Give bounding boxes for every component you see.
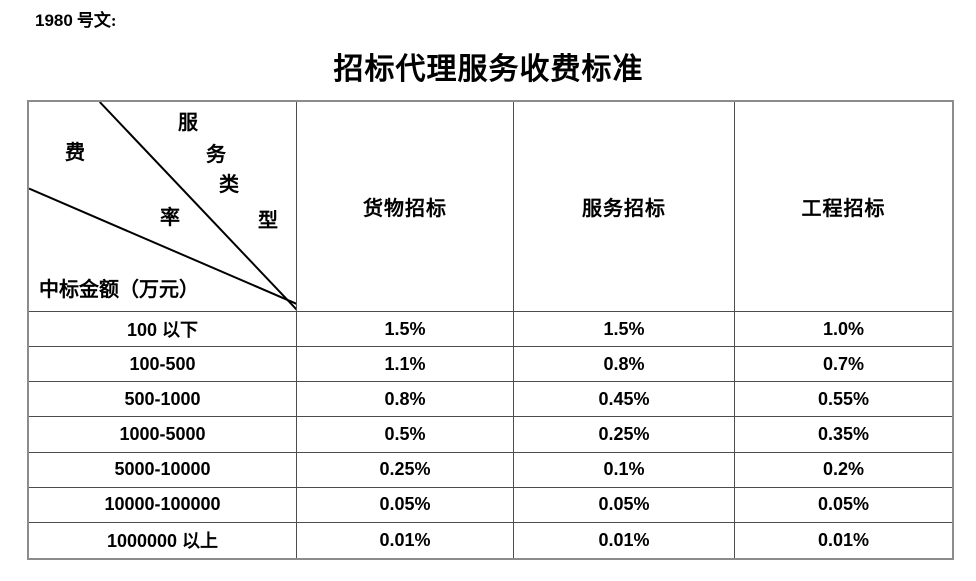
corner-type-char: 类	[219, 174, 239, 196]
column-header-engineering: 工程招标	[735, 102, 952, 312]
fee-value: 0.25%	[514, 417, 735, 453]
fee-value: 0.05%	[297, 487, 514, 523]
fee-value: 0.01%	[817, 529, 870, 550]
fee-value: 0.01%	[297, 522, 514, 558]
corner-type-char: 服	[178, 112, 198, 134]
fee-value: 0.45%	[514, 382, 735, 418]
corner-amount-label: 中标金额（万元）	[39, 279, 199, 301]
fee-value: 0.25%	[297, 452, 514, 488]
column-header-services: 服务招标	[514, 102, 735, 312]
doc-number-suffix: 号文:	[76, 11, 117, 30]
table-corner-cell: 服 务 类 型 费 率 中标金额（万元）	[29, 102, 297, 312]
fee-value: 0.05%	[514, 487, 735, 523]
fee-value: 0.7%	[735, 347, 952, 383]
row-label: 100 以下	[29, 312, 297, 348]
row-label: 1000-5000	[29, 417, 297, 453]
corner-type-char: 型	[258, 210, 278, 232]
corner-fee-char: 费	[65, 142, 85, 164]
diagonal-divider-lines	[29, 102, 296, 311]
row-label: 10000-100000	[29, 487, 297, 523]
fee-value: 0.8%	[514, 347, 735, 383]
corner-fee-char: 率	[160, 207, 180, 229]
fee-value: 0.2%	[735, 453, 952, 488]
fee-value: 0.55%	[735, 382, 952, 418]
fee-value: 0.35%	[735, 417, 952, 453]
row-label: 100-500	[29, 347, 297, 383]
doc-number: 1980	[35, 11, 73, 30]
corner-type-char: 务	[206, 144, 226, 166]
fee-value: 1.5%	[514, 312, 735, 348]
fee-value: 0.8%	[297, 382, 514, 418]
fee-value: 0.1%	[514, 452, 735, 488]
fee-value: 1.5%	[297, 312, 514, 348]
column-header-goods: 货物招标	[297, 102, 514, 312]
doc-number-label: 1980 号文:	[35, 6, 117, 31]
row-label: 5000-10000	[29, 452, 297, 488]
fee-standard-table: 服 务 类 型 费 率 中标金额（万元） 货物招标 服务招标 工程招标 100 …	[27, 100, 954, 560]
row-label: 500-1000	[29, 382, 297, 418]
fee-value: 0.01%	[514, 522, 735, 558]
fee-value: 1.1%	[297, 347, 514, 383]
fee-value: 0.05%	[735, 488, 952, 523]
fee-value: 1.0%	[735, 312, 952, 348]
fee-value: 0.5%	[297, 417, 514, 453]
page-title: 招标代理服务收费标准	[333, 53, 644, 86]
row-label: 1000000 以上	[29, 522, 297, 558]
